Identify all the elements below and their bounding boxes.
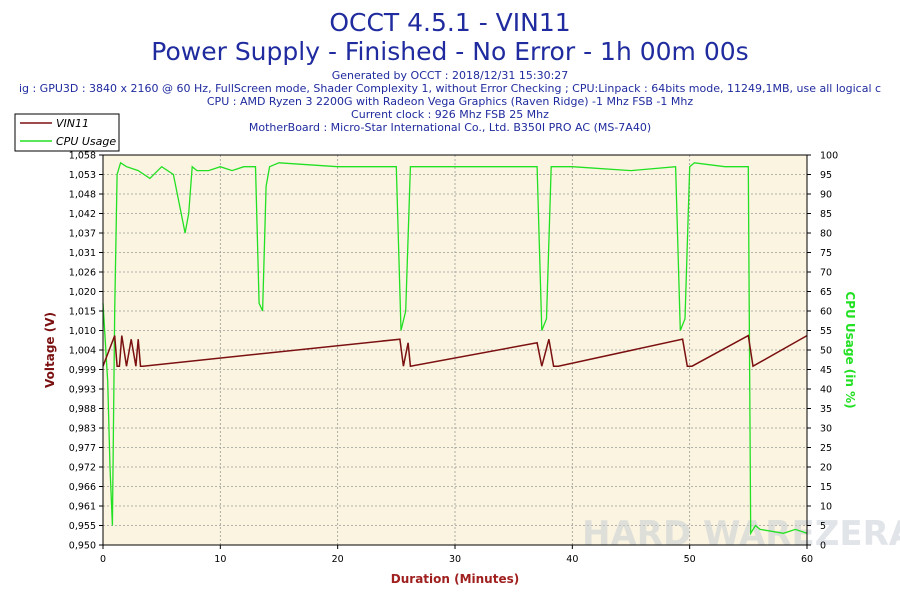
x-axis-label: Duration (Minutes) — [391, 572, 519, 586]
y-tick-label: 1,004 — [69, 346, 96, 357]
x-tick-label: 20 — [332, 554, 344, 565]
y2-tick-label: 5 — [820, 521, 826, 532]
info-line: Current clock : 926 Mhz FSB 25 Mhz — [351, 108, 549, 121]
y-tick-label: 1,020 — [69, 287, 96, 298]
info-line: MotherBoard : Micro-Star International C… — [249, 121, 651, 134]
y-tick-label: 0,961 — [69, 502, 96, 513]
y2-tick-label: 100 — [820, 151, 838, 162]
y2-tick-label: 30 — [820, 424, 832, 435]
x-axis-ticks: 0 10 20 30 40 50 60 — [100, 545, 813, 565]
y2-tick-label: 95 — [820, 170, 832, 181]
y-tick-label: 0,950 — [69, 541, 96, 552]
y2-tick-label: 40 — [820, 385, 832, 396]
x-tick-label: 50 — [684, 554, 696, 565]
y-tick-label: 1,026 — [69, 268, 96, 279]
y-tick-label: 0,988 — [69, 404, 96, 415]
watermark: HARD WAREZERA — [582, 514, 900, 554]
y2-tick-label: 60 — [820, 307, 832, 318]
x-tick-label: 60 — [801, 554, 813, 565]
chart-subtitle: Power Supply - Finished - No Error - 1h … — [151, 37, 748, 66]
y2-tick-label: 70 — [820, 268, 832, 279]
y2-tick-label: 35 — [820, 404, 832, 415]
y2-tick-label: 55 — [820, 326, 832, 337]
y2-axis-ticks: 0 5 10 15 20 25 30 35 40 45 50 55 60 65 70 75 80 85 90 95 10… — [807, 151, 838, 552]
y2-tick-label: 65 — [820, 287, 832, 298]
y2-tick-label: 75 — [820, 248, 832, 259]
y-tick-label: 0,999 — [69, 365, 96, 376]
y-tick-label: 1,058 — [69, 151, 96, 162]
y2-tick-label: 45 — [820, 365, 832, 376]
info-line: ig : GPU3D : 3840 x 2160 @ 60 Hz, FullSc… — [19, 82, 881, 95]
x-tick-label: 0 — [100, 554, 106, 565]
series-layer — [102, 161, 808, 536]
y2-tick-label: 20 — [820, 463, 832, 474]
y2-tick-label: 80 — [820, 229, 832, 240]
y-tick-label: 0,972 — [69, 463, 96, 474]
info-line: Generated by OCCT : 2018/12/31 15:30:27 — [332, 69, 569, 82]
y-tick-label: 0,983 — [69, 424, 96, 435]
y2-tick-label: 90 — [820, 190, 832, 201]
series-line-cpu-usage — [102, 161, 808, 536]
y-tick-label: 1,031 — [69, 248, 96, 259]
y2-axis-label: CPU Usage (in %) — [843, 291, 857, 408]
x-tick-label: 10 — [214, 554, 226, 565]
x-tick-label: 40 — [566, 554, 578, 565]
y-tick-label: 1,048 — [69, 190, 96, 201]
y-tick-label: 1,037 — [69, 229, 96, 240]
series-line-vin11 — [102, 334, 808, 368]
y-axis-ticks: 0,950 0,955 0,961 0,966 0,972 0,977 0,983 0,988… — [69, 151, 103, 552]
y-tick-label: 1,015 — [69, 307, 96, 318]
y-tick-label: 1,053 — [69, 170, 96, 181]
chart-title: OCCT 4.5.1 - VIN11 — [329, 8, 570, 37]
legend: VIN11 CPU Usage — [14, 113, 120, 152]
grid — [103, 155, 807, 545]
y2-tick-label: 0 — [820, 541, 826, 552]
info-lines: Generated by OCCT : 2018/12/31 15:30:27i… — [19, 69, 881, 134]
legend-label-vin11: VIN11 — [56, 117, 89, 130]
y-tick-label: 1,042 — [69, 209, 96, 220]
y-tick-label: 0,966 — [69, 482, 96, 493]
y-axis-label: Voltage (V) — [43, 312, 57, 388]
info-line: CPU : AMD Ryzen 3 2200G with Radeon Vega… — [207, 95, 693, 108]
y2-tick-label: 15 — [820, 482, 832, 493]
y2-tick-label: 85 — [820, 209, 832, 220]
legend-box — [14, 113, 120, 152]
y2-tick-label: 50 — [820, 346, 832, 357]
y-tick-label: 0,977 — [69, 443, 96, 454]
y2-tick-label: 25 — [820, 443, 832, 454]
y-tick-label: 0,955 — [69, 521, 96, 532]
legend-label-cpu-usage: CPU Usage — [56, 135, 116, 148]
y-tick-label: 0,993 — [69, 385, 96, 396]
y2-tick-label: 10 — [820, 502, 832, 513]
x-tick-label: 30 — [449, 554, 461, 565]
y-tick-label: 1,010 — [69, 326, 96, 337]
